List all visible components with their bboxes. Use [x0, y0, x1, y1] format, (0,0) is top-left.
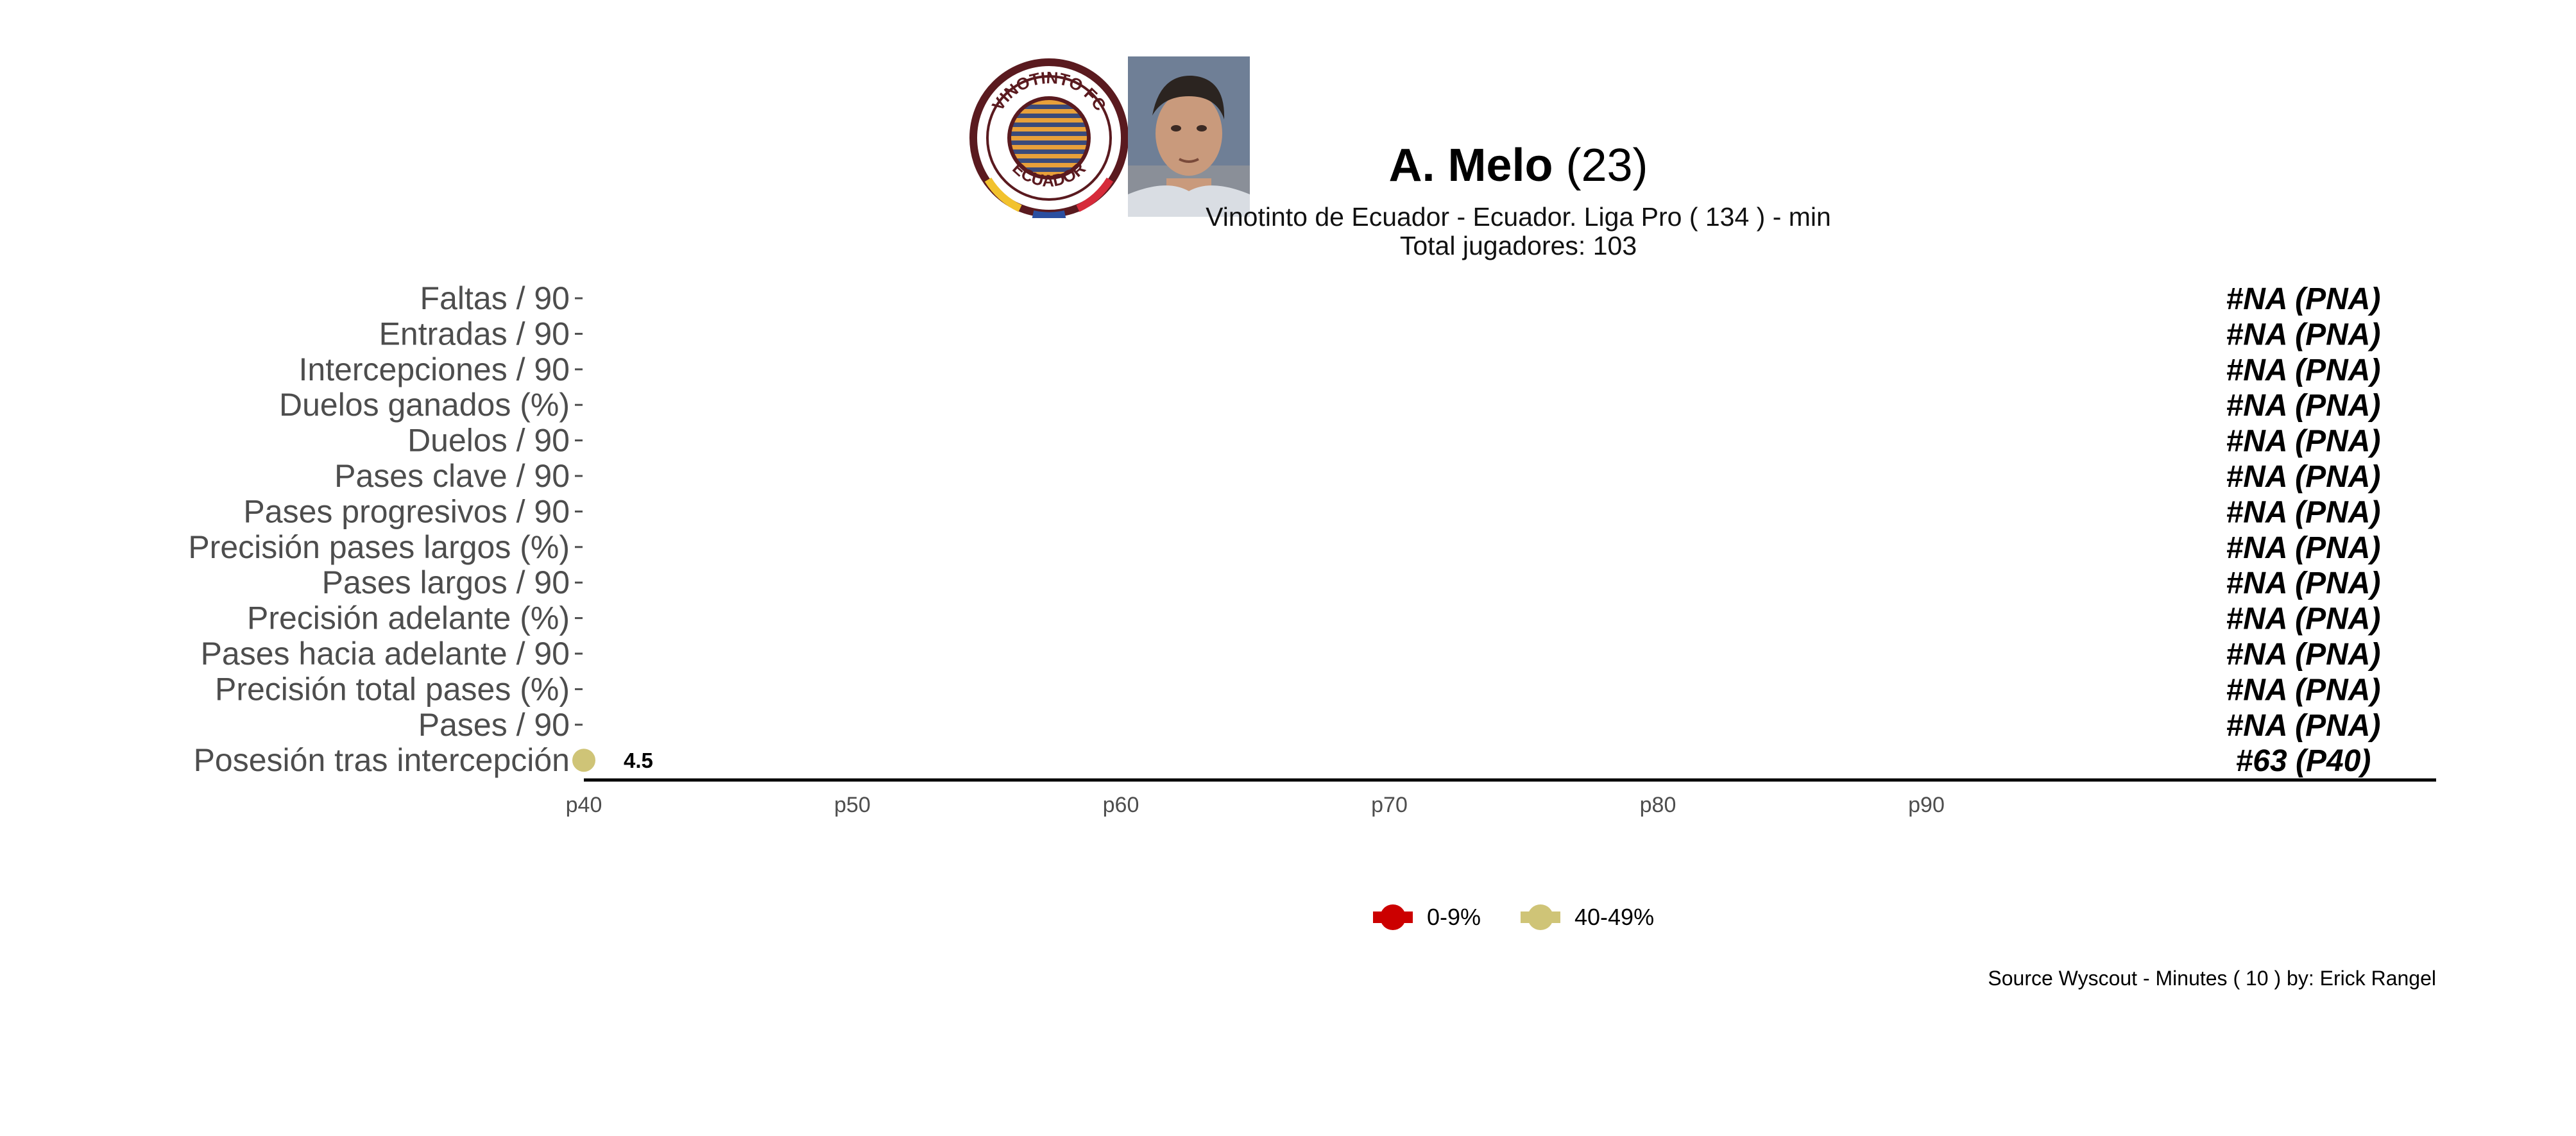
rank-label: #NA (PNA)	[2226, 566, 2381, 600]
x-tick-label: p40	[566, 793, 602, 817]
x-tick-label: p50	[834, 793, 871, 817]
category-label: Precisión total pases (%)	[215, 671, 570, 707]
rank-label: #NA (PNA)	[2226, 318, 2381, 352]
source-note: Source Wyscout - Minutes ( 10 ) by: Eric…	[1988, 967, 2436, 990]
player-photo	[1128, 56, 1250, 217]
chart-subtitle: Vinotinto de Ecuador - Ecuador. Liga Pro…	[1206, 202, 1831, 232]
club-logo: VINOTINTO FC ECUADOR	[969, 58, 1129, 220]
rank-label: #NA (PNA)	[2226, 460, 2381, 494]
rank-label: #NA (PNA)	[2226, 638, 2381, 672]
x-tick-label: p90	[1908, 793, 1945, 817]
category-label: Posesión tras intercepción	[194, 742, 570, 778]
legend-marker	[1380, 904, 1406, 930]
chart-title: A. Melo (23)	[0, 142, 2576, 189]
rank-label: #NA (PNA)	[2226, 673, 2381, 707]
category-label: Faltas / 90	[420, 280, 570, 316]
category-label: Duelos ganados (%)	[279, 387, 570, 423]
rank-label: #NA (PNA)	[2226, 353, 2381, 387]
rank-label: #NA (PNA)	[2226, 709, 2381, 743]
player-age: (23)	[1565, 140, 1648, 191]
x-tick-label: p70	[1371, 793, 1408, 817]
rank-label: #NA (PNA)	[2226, 495, 2381, 529]
category-label: Pases / 90	[418, 707, 570, 743]
percentile-marker	[572, 749, 595, 772]
value-label: 4.5	[624, 749, 653, 772]
x-tick-label: p80	[1640, 793, 1676, 817]
rank-label: #NA (PNA)	[2226, 389, 2381, 423]
category-label: Duelos / 90	[407, 423, 570, 459]
player-name: A. Melo	[1388, 140, 1553, 191]
category-label: Precisión adelante (%)	[247, 600, 570, 636]
category-label: Pases progresivos / 90	[243, 493, 570, 529]
legend-label: 0-9%	[1427, 904, 1481, 930]
rank-label: #NA (PNA)	[2226, 531, 2381, 565]
legend-label: 40-49%	[1574, 904, 1654, 930]
rank-label: #NA (PNA)	[2226, 425, 2381, 459]
category-label: Precisión pases largos (%)	[188, 529, 570, 565]
rank-label: #NA (PNA)	[2226, 282, 2381, 316]
category-label: Intercepciones / 90	[299, 352, 570, 387]
legend-marker	[1528, 904, 1553, 930]
category-label: Entradas / 90	[379, 316, 570, 352]
x-tick-label: p60	[1103, 793, 1139, 817]
category-label: Pases largos / 90	[322, 564, 570, 600]
rank-label: #63 (P40)	[2236, 744, 2371, 778]
category-label: Pases hacia adelante / 90	[201, 636, 570, 672]
category-label: Pases clave / 90	[334, 458, 570, 494]
rank-label: #NA (PNA)	[2226, 602, 2381, 636]
total-players: Total jugadores: 103	[1399, 231, 1637, 260]
